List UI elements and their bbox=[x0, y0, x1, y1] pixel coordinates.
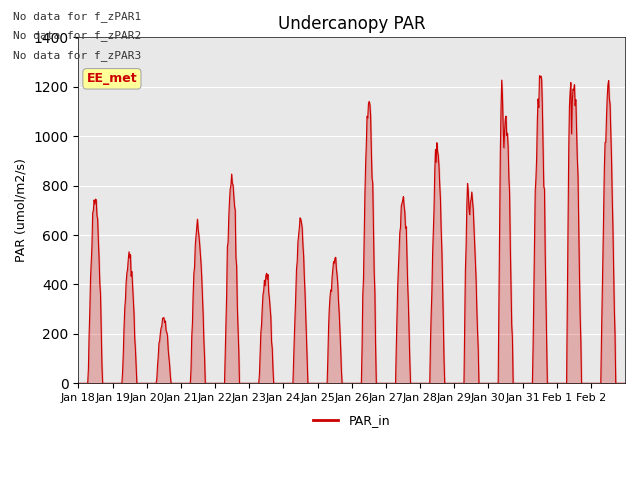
Text: EE_met: EE_met bbox=[86, 72, 137, 85]
Title: Undercanopy PAR: Undercanopy PAR bbox=[278, 15, 426, 33]
Text: No data for f_zPAR3: No data for f_zPAR3 bbox=[13, 49, 141, 60]
Y-axis label: PAR (umol/m2/s): PAR (umol/m2/s) bbox=[15, 158, 28, 262]
Text: No data for f_zPAR1: No data for f_zPAR1 bbox=[13, 11, 141, 22]
Text: No data for f_zPAR2: No data for f_zPAR2 bbox=[13, 30, 141, 41]
Legend: PAR_in: PAR_in bbox=[308, 409, 395, 432]
